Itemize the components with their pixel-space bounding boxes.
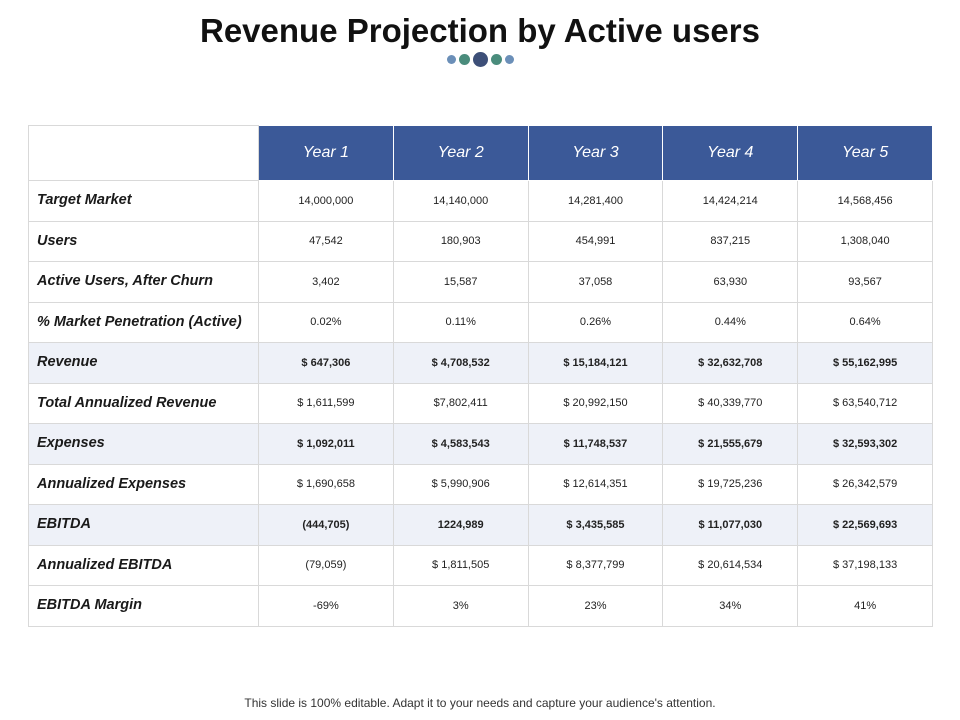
table-row: EBITDA (444,705) 1224,989 $ 3,435,585 $ 11,0… [28, 504, 933, 546]
table-cell: $ 32,632,708 [662, 342, 799, 384]
row-label: Target Market [28, 180, 259, 222]
table-cell: $ 1,690,658 [258, 463, 394, 505]
table-cell: $ 37,198,133 [797, 544, 933, 586]
table-cell: (444,705) [258, 504, 394, 546]
table-cell: $ 3,435,585 [527, 504, 664, 546]
row-label: EBITDA Margin [28, 585, 259, 627]
table-row: Expenses $ 1,092,011 $ 4,583,543 $ 11,748,5… [28, 423, 933, 465]
decor-dot-icon [472, 52, 488, 67]
table-cell: 0.02% [258, 301, 394, 343]
row-label: Annualized EBITDA [28, 544, 259, 586]
row-label: Expenses [28, 423, 259, 465]
row-label: Total Annualized Revenue [28, 382, 259, 424]
table-cell: $ 63,540,712 [797, 382, 933, 424]
table-cell: $ 8,377,799 [527, 544, 664, 586]
table-row: Active Users, After Churn 3,402 15,587 37,0… [28, 261, 933, 303]
table-cell: $ 55,162,995 [797, 342, 933, 384]
table-row: Users 47,542 180,903 454,991 837,215 1,308,04… [28, 220, 933, 262]
table-cell: $7,802,411 [392, 382, 529, 424]
year-header: Year 3 [527, 125, 664, 181]
year-header: Year 4 [662, 125, 799, 181]
table-cell: -69% [258, 585, 394, 627]
table-cell: 1224,989 [392, 504, 529, 546]
table-cell: 837,215 [662, 220, 799, 262]
table-cell: $ 4,583,543 [392, 423, 529, 465]
table-cell: $ 1,811,505 [392, 544, 529, 586]
table-row: Total Annualized Revenue $ 1,611,599 $7,80… [28, 382, 933, 424]
row-label: Users [28, 220, 259, 262]
row-label: % Market Penetration (Active) [28, 301, 259, 343]
table-cell: $ 20,992,150 [527, 382, 664, 424]
table-cell: $ 19,725,236 [662, 463, 799, 505]
table-cell: $ 1,092,011 [258, 423, 394, 465]
table-cell: 14,000,000 [258, 180, 394, 222]
header-blank-cell [28, 125, 259, 181]
row-label: Revenue [28, 342, 259, 384]
year-header: Year 1 [258, 125, 394, 181]
table-cell: $ 22,569,693 [797, 504, 933, 546]
table-cell: $ 11,077,030 [662, 504, 799, 546]
year-header: Year 2 [392, 125, 529, 181]
table-cell: 14,140,000 [392, 180, 529, 222]
table-cell: 0.26% [527, 301, 664, 343]
decor-dot-icon [490, 54, 502, 65]
table-cell: $ 647,306 [258, 342, 394, 384]
table-cell: 0.11% [392, 301, 529, 343]
footer-note: This slide is 100% editable. Adapt it to… [244, 696, 716, 710]
table-cell: 3,402 [258, 261, 394, 303]
row-label: Active Users, After Churn [28, 261, 259, 303]
table-cell: $ 12,614,351 [527, 463, 664, 505]
table-cell: $ 4,708,532 [392, 342, 529, 384]
projection-table-container: Year 1 Year 2 Year 3 Year 4 Year 5 Targe… [28, 125, 933, 627]
year-header: Year 5 [797, 125, 933, 181]
table-cell: 14,424,214 [662, 180, 799, 222]
table-cell: (79,059) [258, 544, 394, 586]
table-cell: $ 21,555,679 [662, 423, 799, 465]
projection-table: Year 1 Year 2 Year 3 Year 4 Year 5 Targe… [28, 125, 933, 627]
table-cell: 454,991 [527, 220, 664, 262]
table-cell: 41% [797, 585, 933, 627]
table-cell: 180,903 [392, 220, 529, 262]
table-cell: 15,587 [392, 261, 529, 303]
table-cell: $ 1,611,599 [258, 382, 394, 424]
table-cell: $ 20,614,534 [662, 544, 799, 586]
table-cell: 0.44% [662, 301, 799, 343]
table-row: Annualized EBITDA (79,059) $ 1,811,505 $ 8,… [28, 544, 933, 586]
table-cell: 3% [392, 585, 529, 627]
table-row: Revenue $ 647,306 $ 4,708,532 $ 15,184,121 $… [28, 342, 933, 384]
table-cell: $ 11,748,537 [527, 423, 664, 465]
page-title: Revenue Projection by Active users [200, 12, 760, 49]
row-label: Annualized Expenses [28, 463, 259, 505]
table-cell: 47,542 [258, 220, 394, 262]
table-cell: 23% [527, 585, 664, 627]
table-cell: 14,568,456 [797, 180, 933, 222]
table-cell: 34% [662, 585, 799, 627]
table-cell: 63,930 [662, 261, 799, 303]
table-cell: 37,058 [527, 261, 664, 303]
table-cell: $ 15,184,121 [527, 342, 664, 384]
decor-dot-icon [504, 55, 514, 64]
table-cell: 14,281,400 [527, 180, 664, 222]
table-row: Annualized Expenses $ 1,690,658 $ 5,990,90… [28, 463, 933, 505]
table-cell: $ 32,593,302 [797, 423, 933, 465]
table-cell: $ 26,342,579 [797, 463, 933, 505]
table-row: Target Market 14,000,000 14,140,000 14,281,… [28, 180, 933, 222]
table-header-row: Year 1 Year 2 Year 3 Year 4 Year 5 [28, 125, 933, 181]
decor-dot-icon [446, 55, 456, 64]
table-cell: $ 40,339,770 [662, 382, 799, 424]
table-cell: $ 5,990,906 [392, 463, 529, 505]
table-cell: 93,567 [797, 261, 933, 303]
table-cell: 1,308,040 [797, 220, 933, 262]
title-decoration [0, 52, 960, 67]
table-cell: 0.64% [797, 301, 933, 343]
decor-dot-icon [458, 54, 470, 65]
table-row: % Market Penetration (Active) 0.02% 0.11% 0… [28, 301, 933, 343]
row-label: EBITDA [28, 504, 259, 546]
table-row: EBITDA Margin -69% 3% 23% 34% 41% [28, 585, 933, 627]
